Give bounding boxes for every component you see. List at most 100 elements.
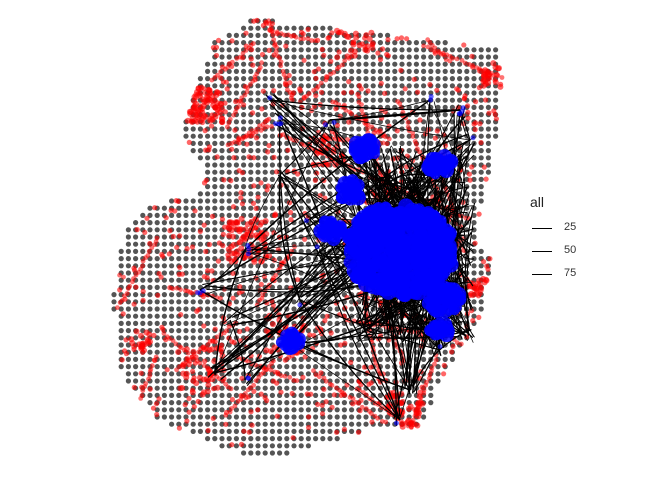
red-node	[125, 286, 131, 291]
grid-point	[291, 371, 297, 377]
grid-point	[385, 61, 391, 67]
grid-point	[219, 54, 225, 60]
red-node	[202, 363, 207, 368]
grid-point	[154, 349, 160, 355]
red-node	[226, 324, 232, 329]
grid-point	[140, 284, 146, 290]
grid-point	[262, 76, 268, 82]
grid-point	[248, 169, 254, 175]
red-node	[363, 32, 370, 39]
grid-point	[320, 25, 326, 31]
grid-point	[161, 263, 167, 269]
red-node	[288, 95, 294, 101]
grid-point	[176, 407, 182, 413]
grid-point	[241, 414, 247, 420]
grid-point	[449, 140, 455, 146]
grid-point	[284, 140, 290, 146]
red-node	[154, 411, 160, 418]
grid-point	[356, 392, 362, 398]
grid-point	[205, 169, 211, 175]
grid-point	[284, 220, 290, 226]
red-node	[369, 124, 375, 130]
grid-point	[442, 61, 448, 67]
grid-point	[392, 40, 398, 46]
grid-point	[212, 205, 218, 211]
red-node	[115, 305, 120, 310]
grid-point	[197, 385, 203, 391]
red-node	[270, 28, 275, 34]
grid-point	[327, 349, 333, 355]
red-node	[385, 53, 391, 59]
red-node	[481, 259, 487, 265]
red-node	[458, 341, 464, 347]
grid-point	[262, 32, 268, 39]
red-node	[254, 17, 260, 23]
grid-point	[334, 40, 340, 46]
grid-point	[327, 342, 333, 348]
grid-point	[169, 320, 175, 326]
grid-point	[233, 83, 239, 89]
red-node	[461, 42, 467, 48]
grid-point	[255, 306, 261, 312]
grid-point	[370, 76, 376, 82]
red-node	[165, 334, 170, 340]
grid-point	[320, 40, 326, 46]
grid-point	[219, 385, 225, 391]
grid-point	[478, 248, 484, 254]
red-node	[331, 70, 337, 75]
grid-point	[305, 119, 311, 125]
red-node	[286, 354, 292, 360]
grid-point	[147, 227, 153, 233]
grid-point	[255, 443, 261, 449]
red-node	[253, 135, 260, 141]
red-node	[300, 374, 306, 380]
red-node	[312, 177, 318, 183]
red-node	[173, 198, 179, 204]
grid-point	[392, 90, 398, 96]
red-node	[189, 290, 195, 296]
grid-point	[262, 378, 268, 384]
red-node	[318, 80, 324, 86]
red-node	[232, 127, 238, 133]
grid-point	[385, 364, 391, 370]
red-node	[205, 342, 211, 347]
grid-point	[291, 443, 297, 449]
grid-point	[255, 40, 261, 46]
red-node	[229, 442, 235, 448]
red-node	[203, 177, 209, 183]
grid-point	[313, 126, 319, 132]
grid-point	[370, 83, 376, 89]
grid-point	[255, 148, 261, 154]
grid-point	[197, 414, 203, 420]
red-node	[282, 373, 288, 379]
grid-point	[442, 356, 448, 362]
red-node	[472, 120, 479, 126]
grid-point	[471, 83, 477, 89]
grid-point	[183, 212, 189, 218]
red-node	[205, 268, 211, 274]
red-node	[342, 58, 348, 63]
grid-point	[118, 248, 124, 254]
grid-point	[478, 169, 484, 175]
red-node	[155, 292, 161, 298]
grid-point	[262, 97, 268, 103]
red-node	[413, 409, 419, 414]
grid-point	[197, 234, 203, 240]
grid-point	[385, 68, 391, 74]
grid-point	[305, 104, 311, 110]
red-node	[270, 321, 276, 328]
grid-point	[305, 371, 311, 377]
grid-point	[305, 328, 311, 334]
grid-point	[133, 292, 139, 298]
grid-point	[190, 320, 196, 326]
grid-point	[125, 256, 131, 262]
grid-point	[392, 133, 398, 139]
grid-point	[413, 61, 419, 67]
red-node	[319, 46, 325, 53]
grid-point	[176, 328, 182, 334]
red-node	[262, 395, 268, 401]
grid-point	[140, 306, 146, 312]
red-node	[200, 103, 207, 109]
grid-point	[262, 47, 268, 53]
grid-point	[313, 61, 319, 67]
